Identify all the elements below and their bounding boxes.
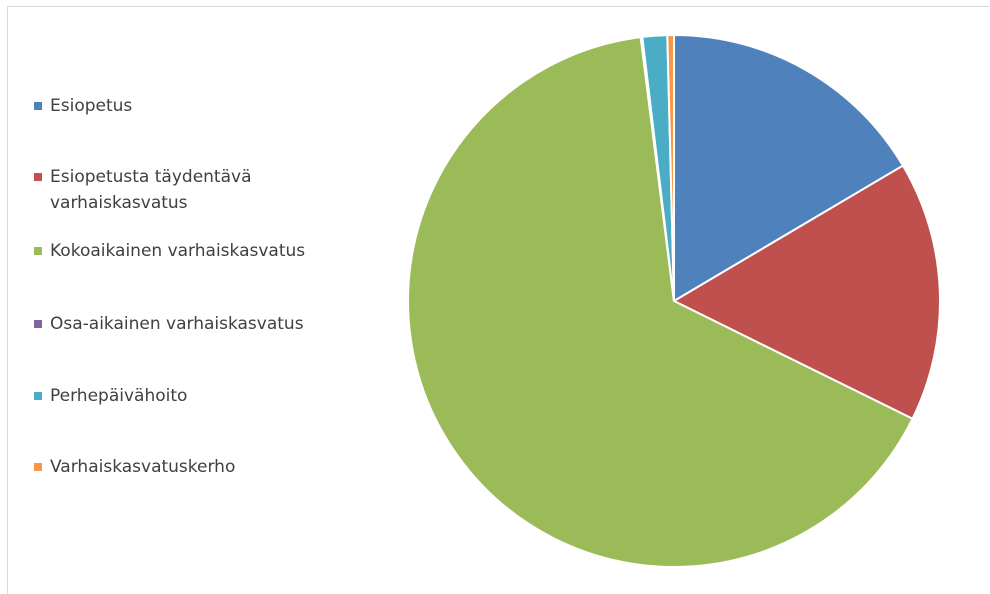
pie-slice-kokoaikainen-varhaiskasvatus [407,35,914,568]
legend-label: Esiopetusta täydentävä varhaiskasvatus [50,167,252,213]
legend-label: Osa-aikainen varhaiskasvatus [50,314,304,334]
legend-swatch [34,463,42,471]
legend-swatch [34,173,42,181]
legend-swatch [34,247,42,255]
legend-swatch [34,102,42,110]
pie-slice-varhaiskasvatuskerho [666,33,675,302]
pie-slice-esiopetusta-täydentävä-varhaiskasvatus [671,164,941,421]
legend-item-esiopetusta-taydentava: Esiopetusta täydentävä varhaiskasvatus [34,164,300,216]
legend: Esiopetus Esiopetusta täydentävä varhais… [34,0,364,594]
legend-label: Esiopetus [50,96,133,116]
legend-item-perhepaivahoito: Perhepäivähoito [34,383,360,409]
legend-swatch [34,320,42,328]
legend-label: Perhepäivähoito [50,386,188,406]
legend-item-osa-aikainen: Osa-aikainen varhaiskasvatus [34,311,360,337]
legend-item-esiopetus: Esiopetus [34,93,360,119]
legend-item-varhaiskasvatuskerho: Varhaiskasvatuskerho [34,454,360,480]
pie-slices [407,33,941,568]
legend-item-kokoaikainen: Kokoaikainen varhaiskasvatus [34,238,360,264]
legend-label: Kokoaikainen varhaiskasvatus [50,241,306,261]
legend-swatch [34,392,42,400]
legend-label: Varhaiskasvatuskerho [50,457,236,477]
pie-slice-esiopetus [673,33,905,303]
